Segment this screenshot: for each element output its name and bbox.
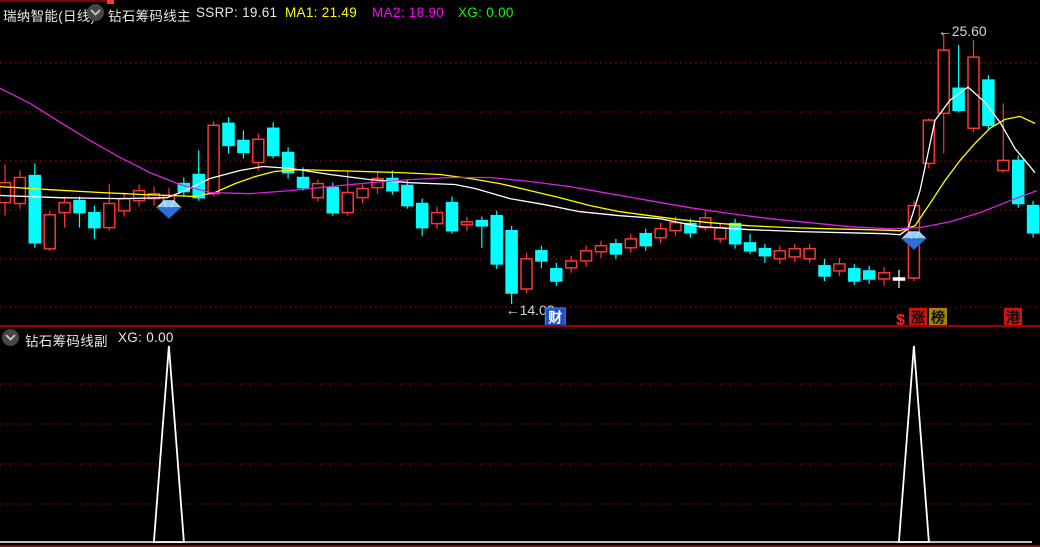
main-indicator-name[interactable]: 钻石筹码线主 bbox=[108, 9, 191, 24]
candle-body bbox=[922, 119, 936, 165]
corner-tag-box[interactable] bbox=[1004, 308, 1022, 326]
candle-body bbox=[415, 202, 429, 229]
candle-body bbox=[103, 202, 116, 229]
candle-body bbox=[147, 192, 161, 200]
signal-spike bbox=[897, 345, 930, 543]
ma1-value: MA1: 21.49 bbox=[285, 5, 358, 20]
candle-body bbox=[311, 182, 325, 199]
candle-body bbox=[88, 211, 101, 229]
candle-body bbox=[579, 250, 593, 262]
xg-value: XG: 0.00 bbox=[458, 5, 514, 20]
corner-tag-label: 涨 bbox=[911, 310, 925, 326]
candle-body bbox=[862, 270, 876, 280]
stock-title[interactable]: 瑞纳智能(日线) bbox=[3, 9, 96, 24]
candle-body bbox=[445, 201, 459, 232]
candle-body bbox=[401, 184, 414, 207]
candle-body bbox=[892, 277, 906, 281]
chevron-down-icon[interactable] bbox=[87, 4, 104, 21]
main-chart-header: 瑞纳智能(日线) 钻石筹码线主 SSRP: 19.61 MA1: 21.49 M… bbox=[0, 0, 1040, 26]
candle-body bbox=[266, 127, 280, 157]
candle-body bbox=[803, 247, 816, 260]
price-label-high: ←25.60 bbox=[938, 23, 987, 39]
candle-body bbox=[758, 247, 772, 257]
candle-body bbox=[743, 242, 757, 252]
price-label-low: ←14.03 bbox=[506, 302, 555, 318]
candle-body bbox=[281, 151, 295, 174]
candle-body bbox=[788, 247, 801, 258]
candle-body bbox=[132, 189, 146, 202]
candle-body bbox=[252, 138, 265, 164]
candle-body bbox=[386, 177, 399, 192]
ma-line-ma1 bbox=[0, 115, 1036, 232]
candle-body bbox=[564, 260, 578, 269]
candle-body bbox=[609, 243, 623, 255]
candle-body bbox=[1011, 159, 1025, 205]
candle-body bbox=[877, 272, 891, 280]
candle-body bbox=[28, 174, 42, 244]
corner-tag-label: 榜 bbox=[931, 310, 945, 326]
candle-body bbox=[639, 232, 652, 247]
corner-tag-label: 港 bbox=[1006, 310, 1021, 326]
candle-body bbox=[997, 159, 1010, 172]
candle-body bbox=[430, 211, 444, 225]
candle-body bbox=[43, 214, 56, 250]
candle-body bbox=[624, 238, 638, 249]
candle-body bbox=[326, 186, 340, 214]
candle-body bbox=[0, 181, 12, 204]
top-left-tick bbox=[107, 0, 114, 4]
sub-xg-value: XG: 0.00 bbox=[118, 330, 174, 345]
candle-body bbox=[356, 187, 369, 199]
top-left-line bbox=[0, 0, 113, 2]
candle-body bbox=[73, 199, 86, 214]
dividend-marker-icon: $ bbox=[896, 312, 905, 329]
event-tag-label: 财 bbox=[547, 310, 562, 326]
corner-tag-box[interactable] bbox=[909, 308, 927, 326]
candle-body bbox=[207, 124, 220, 195]
candle-body bbox=[58, 201, 71, 214]
candle-body bbox=[490, 214, 503, 265]
candle-body bbox=[833, 263, 846, 272]
candle-body bbox=[937, 49, 950, 115]
candle-body bbox=[237, 139, 250, 154]
candle-body bbox=[713, 226, 727, 240]
candle-body bbox=[460, 221, 474, 226]
candle-body bbox=[13, 176, 27, 205]
diamond-signal-icon bbox=[155, 200, 182, 220]
candle-body bbox=[520, 258, 533, 290]
ma2-value: MA2: 18.90 bbox=[372, 5, 445, 20]
candle-body bbox=[848, 268, 861, 282]
ma-line-ssrp bbox=[0, 86, 1036, 236]
candle-body bbox=[550, 268, 563, 282]
candle-body bbox=[684, 222, 697, 234]
candle-body bbox=[952, 87, 965, 112]
diamond-signal-icon bbox=[900, 231, 927, 251]
signal-spike bbox=[152, 345, 185, 543]
ma-line-ma2 bbox=[0, 87, 1038, 230]
corner-tag-box[interactable] bbox=[929, 308, 947, 326]
sub-chart-header: 钻石筹码线副 XG: 0.00 bbox=[0, 328, 1040, 349]
candle-body bbox=[728, 222, 742, 245]
panel-divider bbox=[0, 325, 1040, 327]
candle-body bbox=[669, 221, 682, 232]
candle-body bbox=[505, 229, 518, 294]
candle-body bbox=[594, 244, 608, 253]
candle-body bbox=[982, 79, 995, 127]
candle-body bbox=[222, 122, 235, 147]
ssrp-value: SSRP: 19.61 bbox=[196, 5, 278, 20]
candle-body bbox=[296, 176, 310, 189]
candle-body bbox=[1026, 204, 1040, 234]
candle-body bbox=[818, 265, 831, 277]
candle-body bbox=[535, 250, 548, 262]
sub-indicator-name[interactable]: 钻石筹码线副 bbox=[25, 334, 108, 349]
candle-body bbox=[117, 197, 131, 212]
candle-body bbox=[475, 219, 489, 227]
candle-body bbox=[341, 191, 354, 214]
candle-body bbox=[654, 228, 667, 239]
candle-body bbox=[773, 250, 787, 260]
chevron-down-icon[interactable] bbox=[2, 329, 19, 346]
